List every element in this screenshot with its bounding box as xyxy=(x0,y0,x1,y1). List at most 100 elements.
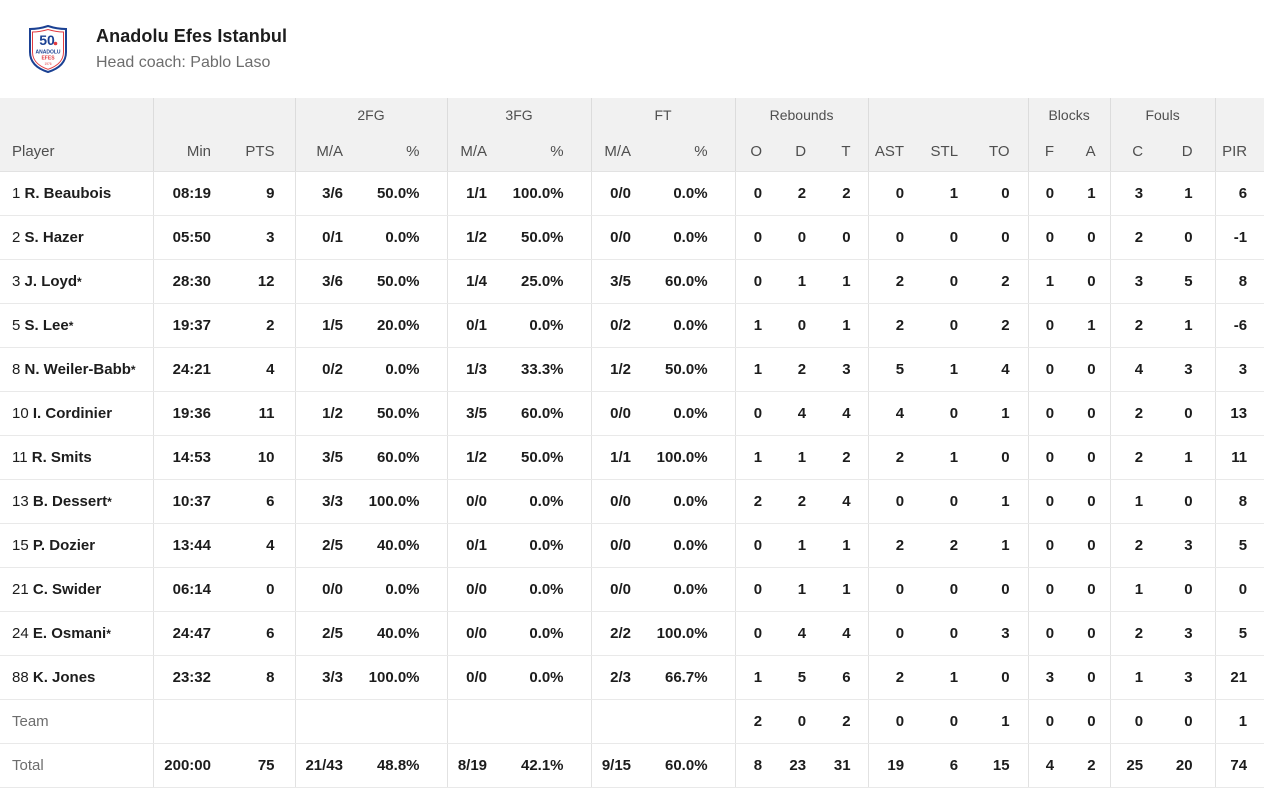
column-group-fouls: Fouls xyxy=(1110,98,1216,131)
stat-cell: 0 xyxy=(1057,611,1111,656)
stat-cell: 0.0% xyxy=(635,391,736,436)
stat-cell: 33.3% xyxy=(491,347,592,392)
player-name: R. Smits xyxy=(31,449,92,466)
stat-cell: 0.0% xyxy=(635,303,736,348)
stat-cell: 0/0 xyxy=(447,479,492,524)
column-header-t-11: T xyxy=(808,131,869,172)
stat-cell: 60.0% xyxy=(347,435,448,480)
logo-name-bottom-text: EFES xyxy=(41,56,55,62)
player-number: 3 xyxy=(12,273,25,290)
player-name: E. Osmani xyxy=(32,625,107,642)
stat-cell: 2 xyxy=(868,303,907,348)
logo-name-top-text: ANADOLU xyxy=(36,50,61,56)
column-header-f-15: F xyxy=(1028,131,1058,172)
stat-cell: 25 xyxy=(1110,743,1147,788)
stat-cell: 4 xyxy=(868,391,907,436)
stat-cell: 2 xyxy=(1110,523,1147,568)
stat-cell: 1 xyxy=(960,391,1029,436)
stat-cell: 0 xyxy=(217,567,296,612)
stat-cell: 13:44 xyxy=(153,523,217,568)
table-row: 21 C. Swider 06:14 0 0/0 0.0% 0/0 0.0% 0/0 0.0% 0… xyxy=(0,567,1264,612)
table-row: 5 S. Lee* 19:37 2 1/5 20.0% 0/1 0.0% 0/2 0.0% 1 0 1… xyxy=(0,303,1264,348)
player-cell: 88 K. Jones xyxy=(0,655,154,700)
table-row: 24 E. Osmani* 24:47 6 2/5 40.0% 0/0 0.0% 2/2 100… xyxy=(0,611,1264,656)
stat-cell: 0 xyxy=(735,215,766,260)
stat-cell: 1/1 xyxy=(447,171,492,216)
stat-cell: 1/2 xyxy=(295,391,347,436)
team-row-label: Team xyxy=(0,699,154,744)
stat-cell: 75 xyxy=(217,743,296,788)
stat-cell: 1 xyxy=(765,259,809,304)
stat-cell: 3 xyxy=(1215,347,1264,392)
stat-cell: 9/15 xyxy=(591,743,636,788)
player-name: S. Hazer xyxy=(24,229,84,246)
stat-cell: 8 xyxy=(1215,479,1264,524)
player-number: 1 xyxy=(12,185,25,202)
stat-cell: 0.0% xyxy=(635,523,736,568)
stat-cell: 1 xyxy=(906,347,961,392)
stat-cell: 3 xyxy=(960,611,1029,656)
player-name: P. Dozier xyxy=(32,537,96,554)
column-header-o-9: O xyxy=(735,131,766,172)
player-number: 2 xyxy=(12,229,25,246)
column-header-m-a-3: M/A xyxy=(295,131,347,172)
stat-cell: 50.0% xyxy=(635,347,736,392)
stat-cell: 0 xyxy=(1057,391,1111,436)
stat-cell: 1 xyxy=(1057,303,1111,348)
column-group-blocks: Blocks xyxy=(1028,98,1111,131)
table-row: 8 N. Weiler-Babb* 24:21 4 0/2 0.0% 1/3 33.3% 1/… xyxy=(0,347,1264,392)
stat-cell: 0 xyxy=(906,215,961,260)
column-header-to-14: TO xyxy=(960,131,1029,172)
stat-cell: 0/0 xyxy=(295,567,347,612)
stat-cell: 3 xyxy=(1110,171,1147,216)
column-header-m-a-5: M/A xyxy=(447,131,492,172)
stat-cell xyxy=(217,699,296,744)
stat-cell: 23 xyxy=(765,743,809,788)
stat-cell: 3 xyxy=(1146,347,1216,392)
box-score-table: 2FG 3FG FT Rebounds Blocks Fouls Player Min PTS M… xyxy=(0,98,1264,788)
stat-cell: 0/0 xyxy=(591,171,636,216)
column-header-player-0: Player xyxy=(0,131,154,172)
stat-cell: 0.0% xyxy=(635,215,736,260)
logo-year-text: 1976 xyxy=(44,62,51,66)
totals-row: Total 200:00 75 21/43 48.8% 8/19 42.1% 9/15 60.0… xyxy=(0,743,1264,788)
stat-cell: 4 xyxy=(960,347,1029,392)
stat-cell: 1/2 xyxy=(447,215,492,260)
stat-cell: 0 xyxy=(868,567,907,612)
column-header-a-16: A xyxy=(1057,131,1111,172)
stat-cell: 0.0% xyxy=(347,215,448,260)
stat-cell: 0 xyxy=(960,655,1029,700)
stat-cell: 0/1 xyxy=(447,303,492,348)
stat-cell: 6 xyxy=(1215,171,1264,216)
stat-cell: 4 xyxy=(1028,743,1058,788)
stat-cell: 08:19 xyxy=(153,171,217,216)
totals-row-label: Total xyxy=(0,743,154,788)
stat-cell: 0 xyxy=(960,215,1029,260)
stat-cell: 0 xyxy=(1028,303,1058,348)
stat-cell: 6 xyxy=(217,611,296,656)
player-number: 88 xyxy=(12,669,33,686)
stat-cell: 0 xyxy=(868,171,907,216)
stat-cell: 2 xyxy=(1110,611,1147,656)
starter-indicator: * xyxy=(77,275,82,289)
stat-cell: 1 xyxy=(1215,699,1264,744)
stat-cell: 0 xyxy=(1057,567,1111,612)
stat-cell xyxy=(153,699,217,744)
stat-cell: 0 xyxy=(808,215,869,260)
stat-cell: 0 xyxy=(765,699,809,744)
stat-cell: 12 xyxy=(217,259,296,304)
stat-cell: 0 xyxy=(1057,699,1111,744)
stat-cell: 1 xyxy=(1110,479,1147,524)
stat-cell: 60.0% xyxy=(491,391,592,436)
player-number: 11 xyxy=(12,449,32,466)
stat-cell: 0.0% xyxy=(491,479,592,524)
stat-cell: 2 xyxy=(960,303,1029,348)
stat-cell: 3 xyxy=(1146,523,1216,568)
stat-cell: 74 xyxy=(1215,743,1264,788)
stat-cell: -6 xyxy=(1215,303,1264,348)
column-header-pts-2: PTS xyxy=(217,131,296,172)
stat-cell: 0 xyxy=(1028,435,1058,480)
starter-indicator: * xyxy=(130,363,136,377)
stat-cell: 0 xyxy=(1057,215,1111,260)
stat-cell: 0 xyxy=(1146,567,1216,612)
